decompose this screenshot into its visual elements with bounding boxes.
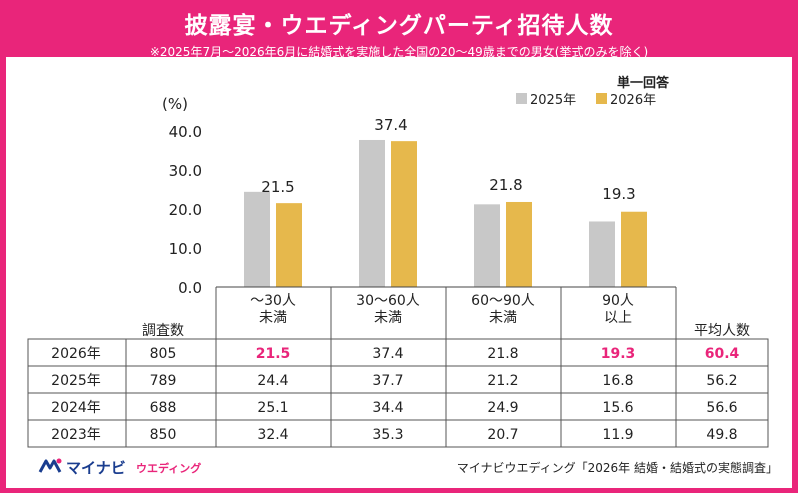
bars-group xyxy=(244,139,647,287)
table-cell: 11.9 xyxy=(602,427,633,443)
bar-2025年-2 xyxy=(474,204,500,287)
logo-text: マイナビ xyxy=(66,459,126,477)
y-tick-label: 30.0 xyxy=(169,162,202,180)
legend-label-2026: 2026年 xyxy=(610,93,656,108)
table-cell: 20.7 xyxy=(487,427,518,443)
bar-2025年-1 xyxy=(359,139,385,287)
data-label: 19.3 xyxy=(602,185,635,203)
x-tick-label: 30～60人未満 xyxy=(356,293,420,326)
bar-2026年-3 xyxy=(621,211,647,287)
logo-subtext: ウエディング xyxy=(136,461,201,475)
table-grid xyxy=(27,287,769,448)
bar-2026年-0 xyxy=(276,203,302,287)
table-cell: 21.5 xyxy=(256,346,291,362)
y-ticks: 40.0 30.0 20.0 10.0 0.0 xyxy=(169,123,202,297)
data-labels: 21.5 37.4 21.8 19.3 xyxy=(261,116,635,203)
row-year-label: 2026年 xyxy=(51,346,101,362)
mynavi-logo: マイナビ ウエディング xyxy=(38,458,201,477)
data-table: 2026年 805 21.5 37.4 21.8 19.3 60.4 2025年 789 24.4… xyxy=(51,346,739,443)
table-cell: 32.4 xyxy=(257,427,288,443)
x-tick-label: 90人以上 xyxy=(602,293,634,326)
source-note: マイナビウエディング「2026年 結婚・結婚式の実態調査」 xyxy=(457,460,778,475)
x-tick-label: ～30人未満 xyxy=(250,293,296,326)
y-axis-label: (%) xyxy=(162,95,188,113)
chart-svg: (%) 単一回答 2025年 2026年 40.0 30.0 20.0 10.0… xyxy=(27,75,778,477)
table-cell: 37.4 xyxy=(372,346,403,362)
logo-dot-icon xyxy=(56,458,62,464)
table-cell: 24.9 xyxy=(487,400,518,416)
page-title: 披露宴・ウエディングパーティ招待人数 xyxy=(184,13,614,39)
header: 披露宴・ウエディングパーティ招待人数 ※2025年7月～2026年6月に結婚式を… xyxy=(0,0,798,59)
data-label: 37.4 xyxy=(374,116,407,134)
table-cell: 19.3 xyxy=(601,346,636,362)
legend-label-2025: 2025年 xyxy=(530,93,576,108)
y-tick-label: 0.0 xyxy=(178,279,202,297)
y-tick-label: 40.0 xyxy=(169,123,202,141)
bar-2026年-1 xyxy=(391,141,417,287)
x-tick-label: 60～90人未満 xyxy=(471,293,535,326)
table-cell: 37.7 xyxy=(372,373,403,389)
row-avg-cell: 56.6 xyxy=(706,400,737,416)
row-count-cell: 688 xyxy=(150,400,177,416)
row-count-cell: 850 xyxy=(150,427,177,443)
table-cell: 21.2 xyxy=(487,373,518,389)
data-label: 21.5 xyxy=(261,178,294,196)
row-year-label: 2023年 xyxy=(51,427,101,443)
table-cell: 25.1 xyxy=(257,400,288,416)
y-tick-label: 20.0 xyxy=(169,201,202,219)
y-tick-label: 10.0 xyxy=(169,240,202,258)
x-tick-labels: ～30人未満 30～60人未満 60～90人未満 90人以上 xyxy=(250,293,634,326)
row-count-cell: 789 xyxy=(150,373,177,389)
table-cell: 34.4 xyxy=(372,400,403,416)
bar-2025年-0 xyxy=(244,191,270,287)
row-count-cell: 805 xyxy=(150,346,177,362)
chart-panel: (%) 単一回答 2025年 2026年 40.0 30.0 20.0 10.0… xyxy=(6,57,792,488)
avg-header: 平均人数 xyxy=(694,323,750,339)
legend-swatch-2026 xyxy=(596,93,607,104)
data-label: 21.8 xyxy=(489,176,522,194)
legend-title: 単一回答 xyxy=(617,75,670,91)
table-cell: 15.6 xyxy=(602,400,633,416)
row-avg-cell: 49.8 xyxy=(706,427,737,443)
row-year-label: 2024年 xyxy=(51,400,101,416)
row-avg-cell: 56.2 xyxy=(706,373,737,389)
bar-2026年-2 xyxy=(506,201,532,287)
table-cell: 24.4 xyxy=(257,373,288,389)
footer: マイナビ ウエディング マイナビウエディング「2026年 結婚・結婚式の実態調査… xyxy=(38,458,778,477)
row-year-label: 2025年 xyxy=(51,373,101,389)
bar-2025年-3 xyxy=(589,221,615,287)
table-cell: 35.3 xyxy=(372,427,403,443)
legend: 単一回答 2025年 2026年 xyxy=(516,75,670,108)
logo-mark-icon xyxy=(38,459,62,473)
row-avg-cell: 60.4 xyxy=(705,346,740,362)
legend-swatch-2025 xyxy=(516,93,527,104)
count-header: 調査数 xyxy=(142,323,184,339)
table-cell: 21.8 xyxy=(487,346,518,362)
page-subtitle: ※2025年7月～2026年6月に結婚式を実施した全国の20～49歳までの男女(… xyxy=(149,45,649,59)
table-cell: 16.8 xyxy=(602,373,633,389)
